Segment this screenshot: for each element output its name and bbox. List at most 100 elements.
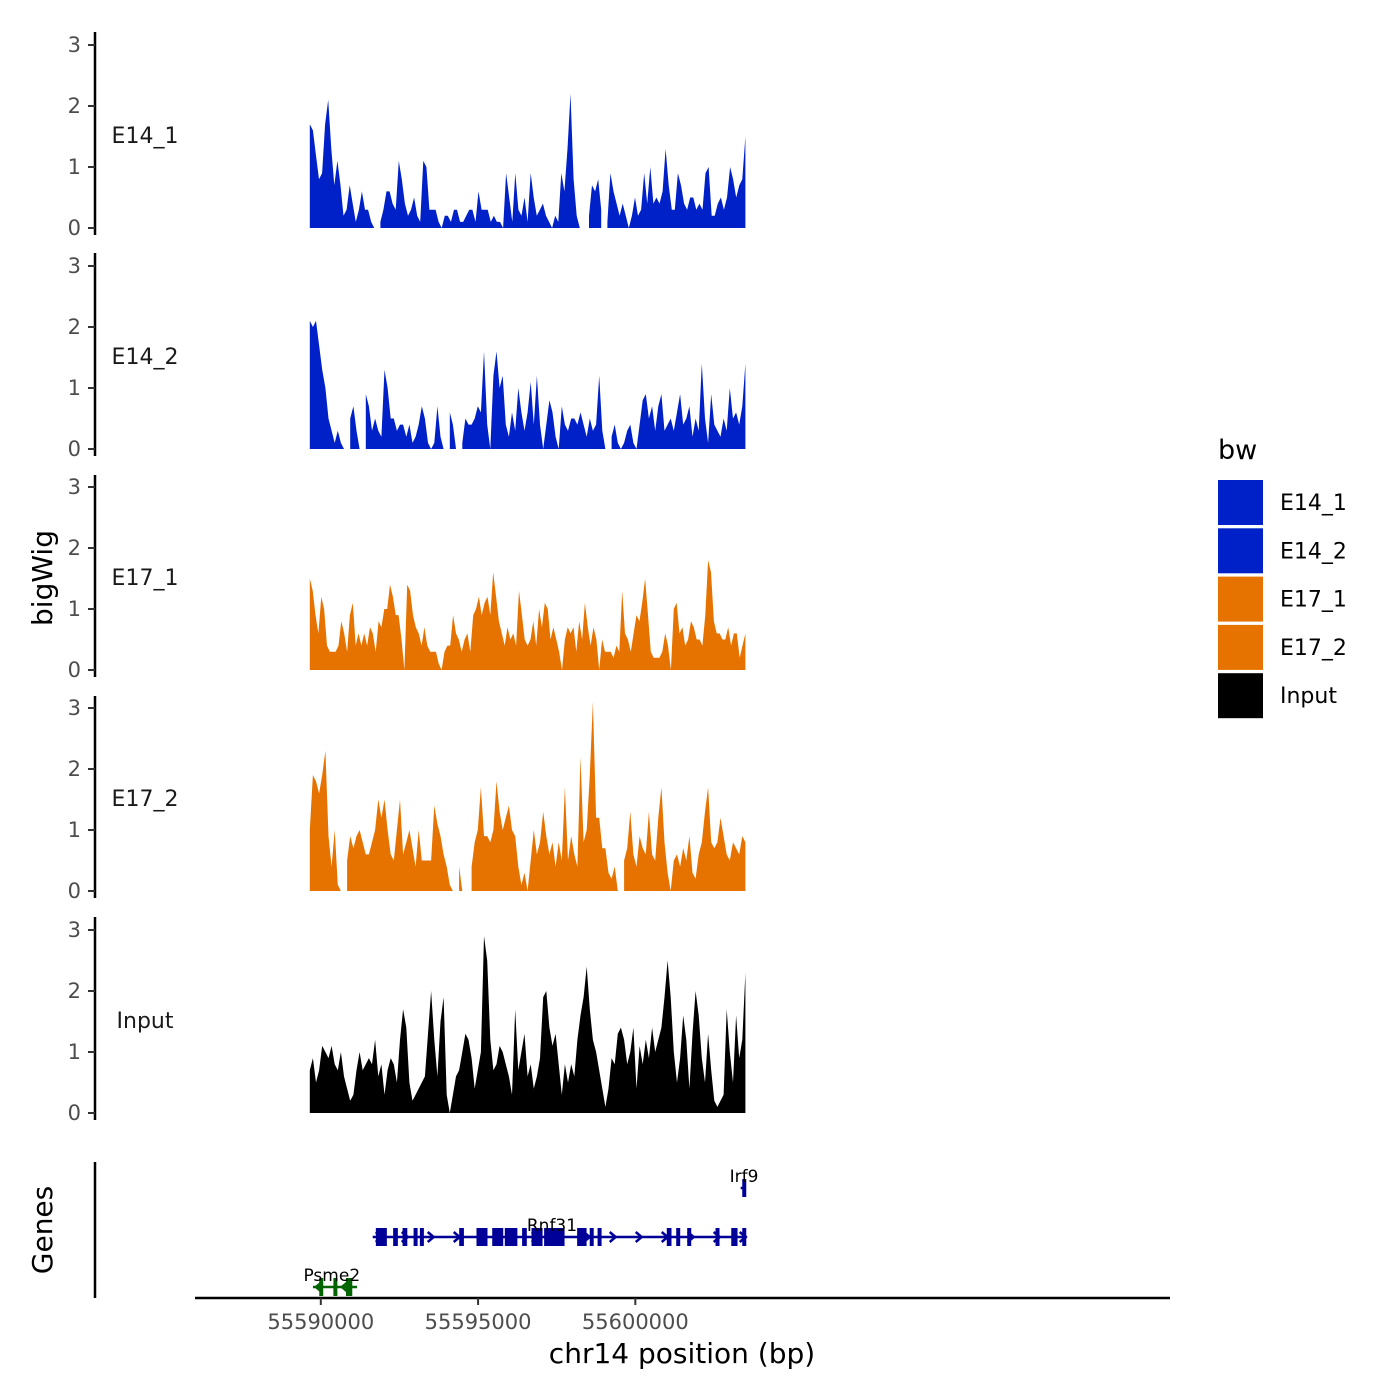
strand-chevron [426, 1231, 436, 1243]
gene-exon [413, 1228, 418, 1246]
legend-swatch [1218, 528, 1263, 574]
gene-exon [393, 1228, 398, 1246]
legend: bw E14_1 E14_2 E17_1 E17_2 Input [1218, 435, 1347, 719]
signal-area-E17_2-segment-3 [471, 701, 618, 891]
x-axis: 55590000 55595000 55600000 chr14 position … [195, 1296, 1170, 1370]
strand-chevron [634, 1231, 644, 1243]
legend-entry-E17_1: E17_1 [1218, 576, 1347, 622]
legend-entry-E14_1: E14_1 [1218, 480, 1347, 525]
signal-area-E14_2-segment-0 [309, 320, 344, 449]
signal-area-E14_2-segment-5 [611, 363, 746, 449]
x-ticks: 55590000 55595000 55600000 [267, 1298, 689, 1334]
legend-swatch [1218, 624, 1263, 670]
signal-area-E14_2-segment-1 [350, 406, 360, 449]
legend-label: E14_1 [1280, 491, 1347, 516]
gene-exon [345, 1278, 353, 1296]
y-tick-label: 1 [68, 1040, 81, 1064]
strand-chevron [608, 1231, 618, 1243]
y-tick-label: 1 [68, 155, 81, 179]
legend-entry-Input: Input [1218, 673, 1337, 719]
gene-exon [715, 1228, 720, 1246]
signal-area-E17_2-segment-4 [624, 787, 746, 891]
gene-exon [504, 1228, 518, 1246]
gene-exon [319, 1278, 324, 1296]
y-tick-label: 1 [68, 376, 81, 400]
genes-track: Genes Irf9 Rnf31 Psme2 [26, 1162, 758, 1298]
legend-label: E17_1 [1280, 588, 1347, 613]
gene-Irf9: Irf9 [730, 1167, 759, 1197]
legend-label: E17_2 [1280, 636, 1347, 661]
gene-exon [577, 1228, 587, 1246]
x-tick-label: 55595000 [425, 1310, 532, 1334]
gene-exon [687, 1228, 692, 1246]
legend-title: bw [1218, 435, 1257, 466]
x-axis-title: chr14 position (bp) [549, 1337, 815, 1370]
signal-area-E14_1-segment-0 [309, 99, 375, 229]
signal-area-Input-segment-0 [309, 936, 746, 1113]
track-panel-E17_2: 0 1 2 3 E17_2 [68, 696, 746, 903]
legend-entry-E17_2: E17_2 [1218, 624, 1347, 670]
signal-area-E17_2-segment-0 [309, 750, 341, 891]
track-label-Input: Input [117, 1009, 174, 1034]
gene-exon [522, 1228, 527, 1246]
track-panel-Input: 0 1 2 3 Input [68, 917, 746, 1125]
gene-models: Irf9 Rnf31 Psme2 [303, 1167, 758, 1296]
signal-area-E14_1-segment-3 [607, 136, 746, 228]
track-label-E14_1: E14_1 [112, 124, 179, 149]
signal-area-E14_2-segment-2 [365, 369, 444, 449]
legend-entry-E14_2: E14_2 [1218, 528, 1347, 574]
y-tick-label: 2 [68, 94, 81, 118]
strand-chevron [339, 1281, 349, 1293]
gene-label-Irf9: Irf9 [730, 1167, 759, 1187]
track-label-E17_2: E17_2 [112, 787, 179, 812]
signal-area-E14_1-segment-1 [380, 93, 580, 228]
y-tick-label: 2 [68, 315, 81, 339]
y-tick-label: 2 [68, 536, 81, 560]
gene-exon [589, 1228, 594, 1246]
y-tick-label: 2 [68, 757, 81, 781]
signal-area-E17_1-segment-0 [309, 560, 746, 670]
gene-exon [459, 1228, 464, 1246]
gene-exon [333, 1278, 338, 1296]
gene-exon [531, 1228, 543, 1246]
y-tick-label: 1 [68, 597, 81, 621]
gene-exon [419, 1228, 424, 1246]
legend-label: E14_2 [1280, 539, 1347, 564]
y-axis-title: bigWig [26, 530, 59, 626]
signal-area-E17_2-segment-2 [459, 866, 463, 891]
gene-exon [731, 1228, 738, 1246]
gene-Psme2: Psme2 [303, 1266, 360, 1296]
gene-exon [742, 1228, 747, 1246]
legend-swatch [1218, 576, 1263, 622]
legend-label: Input [1280, 684, 1337, 709]
gene-exon [492, 1228, 504, 1246]
signal-tracks: 0 1 2 3 E14_1 0 1 2 3 E14_2 0 1 2 3 E17_1 0 1 2 3 E17_2 0 1 2 3… [68, 32, 746, 1125]
y-tick-label: 3 [68, 33, 81, 57]
gene-exon [666, 1228, 672, 1246]
track-panel-E14_2: 0 1 2 3 E14_2 [68, 253, 746, 461]
track-label-E17_1: E17_1 [112, 566, 179, 591]
gene-exon [597, 1228, 602, 1246]
legend-entries: E14_1 E14_2 E17_1 E17_2 Input [1218, 480, 1347, 719]
x-tick-label: 55590000 [267, 1310, 374, 1334]
y-tick-label: 0 [68, 658, 81, 682]
signal-area-E14_2-segment-3 [449, 412, 456, 449]
y-tick-label: 3 [68, 254, 81, 278]
track-label-E14_2: E14_2 [112, 345, 179, 370]
y-tick-label: 3 [68, 696, 81, 720]
gene-exon [375, 1228, 387, 1246]
y-tick-label: 0 [68, 879, 81, 903]
x-tick-label: 55600000 [582, 1310, 689, 1334]
legend-swatch [1218, 480, 1263, 525]
gene-label-Rnf31: Rnf31 [527, 1216, 577, 1236]
gene-label-Psme2: Psme2 [303, 1266, 360, 1286]
y-tick-label: 3 [68, 918, 81, 942]
y-tick-label: 3 [68, 475, 81, 499]
gene-exon [742, 1179, 747, 1197]
gene-exon [544, 1228, 565, 1246]
y-tick-label: 0 [68, 1101, 81, 1125]
y-tick-label: 2 [68, 979, 81, 1003]
signal-area-E17_2-segment-1 [347, 799, 453, 891]
signal-area-E14_2-segment-4 [462, 351, 606, 449]
